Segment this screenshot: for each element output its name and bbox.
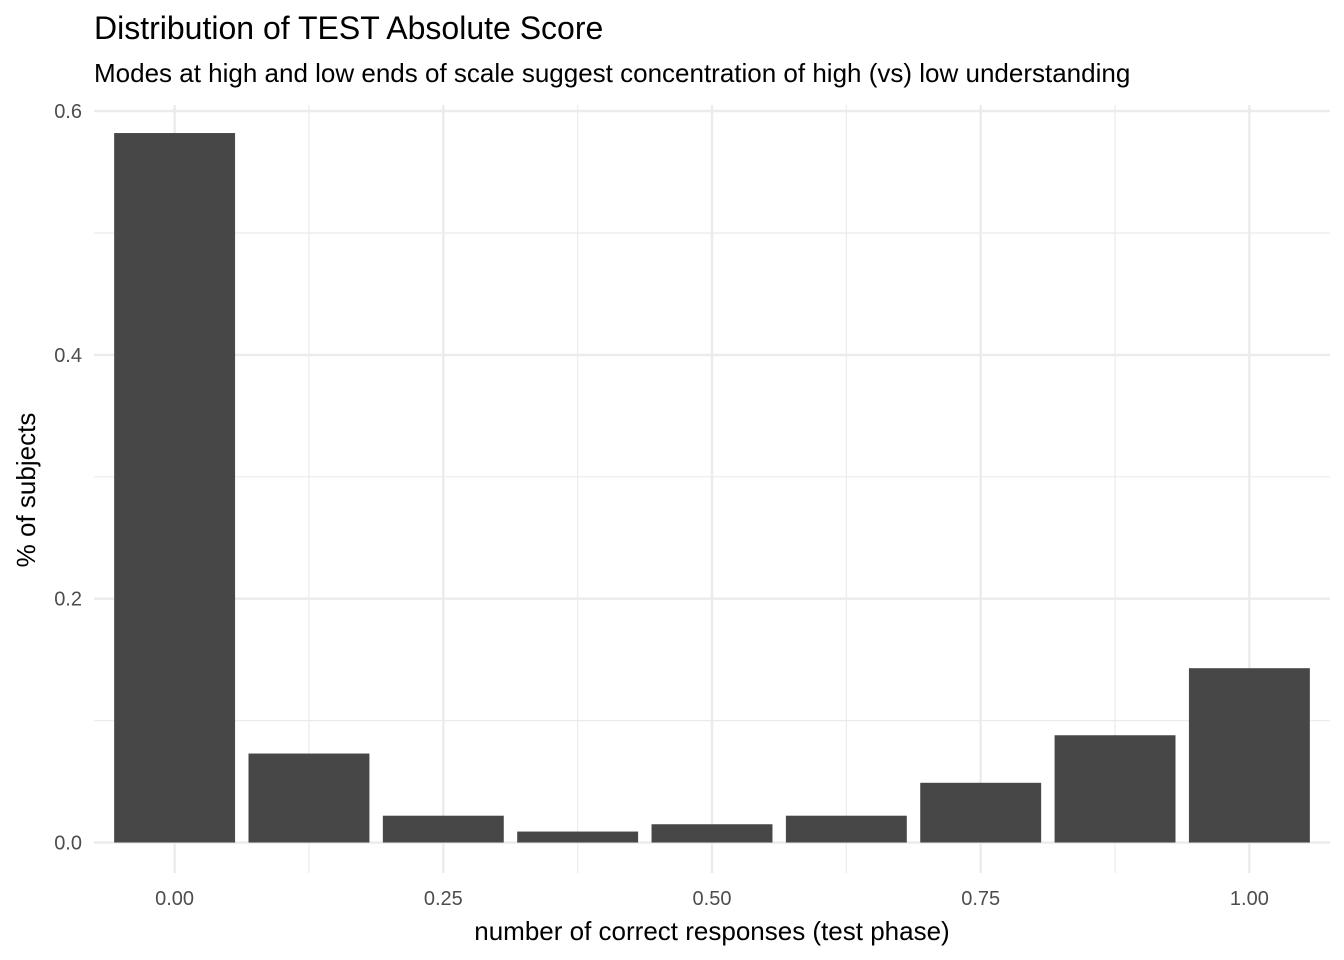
bar xyxy=(920,782,1042,843)
x-axis-tick-labels: 0.00 0.25 0.50 0.75 1.00 xyxy=(155,888,1269,910)
y-tick-label: 0.6 xyxy=(54,101,82,123)
x-tick-label: 0.25 xyxy=(424,888,463,910)
chart-title: Distribution of TEST Absolute Score xyxy=(94,10,603,46)
bar xyxy=(1054,735,1176,843)
bars xyxy=(114,133,1310,843)
chart-subtitle: Modes at high and low ends of scale sugg… xyxy=(94,58,1130,88)
bar xyxy=(248,753,370,843)
bar xyxy=(114,133,236,843)
y-axis-title: % of subjects xyxy=(11,413,41,568)
bar xyxy=(517,831,639,843)
y-axis-tick-labels: 0.0 0.2 0.4 0.6 xyxy=(54,101,82,854)
bar xyxy=(651,824,773,843)
x-axis-title: number of correct responses (test phase) xyxy=(474,916,949,946)
bar xyxy=(1188,668,1310,843)
y-tick-label: 0.4 xyxy=(54,345,82,367)
bar xyxy=(785,815,907,843)
x-tick-label: 0.50 xyxy=(693,888,732,910)
y-tick-label: 0.0 xyxy=(54,833,82,855)
x-tick-label: 0.75 xyxy=(961,888,1000,910)
y-tick-label: 0.2 xyxy=(54,589,82,611)
x-tick-label: 1.00 xyxy=(1230,888,1269,910)
bar xyxy=(382,815,504,843)
x-tick-label: 0.00 xyxy=(155,888,194,910)
